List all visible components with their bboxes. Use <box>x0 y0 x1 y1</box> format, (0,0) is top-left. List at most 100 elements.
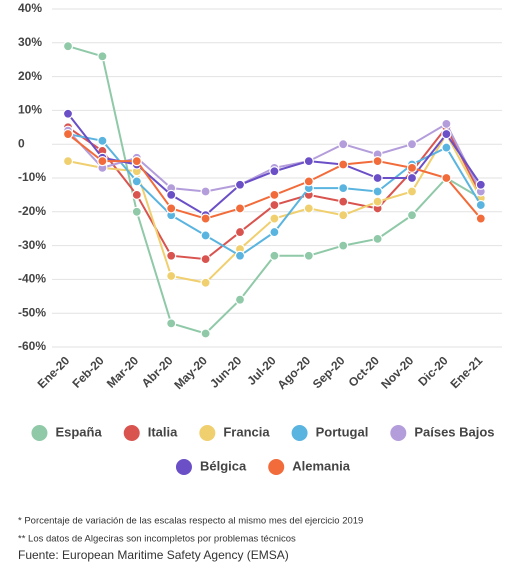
data-point <box>234 203 246 214</box>
note: ** Los datos de Algeciras son incompleto… <box>18 534 296 545</box>
data-point <box>441 142 452 153</box>
legend-label: Portugal <box>316 424 369 439</box>
data-point <box>303 156 314 167</box>
data-point <box>200 277 211 288</box>
x-tick-label: Mar-20 <box>104 353 141 390</box>
data-point <box>97 51 108 62</box>
legend-label: Bélgica <box>200 458 247 473</box>
legend-label: Alemania <box>292 458 351 473</box>
data-point <box>166 270 177 282</box>
data-point <box>200 254 211 265</box>
data-point <box>338 159 349 170</box>
legend-marker <box>31 425 48 441</box>
data-point <box>338 139 349 150</box>
legend-marker <box>291 425 308 441</box>
data-point <box>406 162 418 173</box>
data-point <box>131 206 142 217</box>
y-tick-label: 0 <box>18 136 25 150</box>
legend-label: Países Bajos <box>414 424 494 439</box>
legend-marker <box>268 459 285 475</box>
data-point <box>303 176 314 187</box>
data-point <box>338 183 349 194</box>
data-point <box>166 203 177 214</box>
data-point <box>303 250 314 261</box>
data-point <box>406 172 418 184</box>
data-point <box>406 139 418 150</box>
x-tick-label: Nov-20 <box>378 353 416 391</box>
data-point <box>234 226 246 238</box>
data-point <box>62 128 74 140</box>
note: * Porcentaje de variación de las escalas… <box>18 516 363 527</box>
data-point <box>166 250 177 261</box>
data-point <box>131 176 142 187</box>
data-point <box>475 179 486 190</box>
data-point <box>441 128 452 140</box>
y-tick-label: 40% <box>18 1 42 15</box>
legend-label: España <box>55 424 102 439</box>
y-tick-label: -60% <box>18 339 46 353</box>
legend-row: Bélgica Alemania <box>175 458 351 475</box>
data-point <box>269 199 280 211</box>
legend-row: España Italia Francia Portugal Países Bajos <box>31 424 495 441</box>
data-point <box>372 196 383 207</box>
y-tick-label: -30% <box>18 238 46 252</box>
y-tick-label: 20% <box>18 69 42 83</box>
x-tick-label: Sep-20 <box>310 353 348 391</box>
legend-label: Italia <box>148 424 178 439</box>
legend-marker <box>123 425 140 441</box>
x-tick-label: Abr-20 <box>139 353 176 390</box>
data-point <box>131 189 142 200</box>
data-point <box>406 210 418 221</box>
legend-label: Francia <box>223 424 270 439</box>
data-point <box>269 166 280 177</box>
y-tick-label: 10% <box>18 103 42 117</box>
data-point <box>372 186 383 197</box>
data-point <box>475 213 486 224</box>
x-tick-label: Jun-20 <box>207 353 244 390</box>
y-tick-label: -20% <box>18 204 46 218</box>
x-tick-label: Ago-20 <box>275 353 314 392</box>
legend-marker <box>199 425 216 441</box>
y-tick-label: 30% <box>18 35 42 49</box>
x-tick-label: Dic-20 <box>415 353 451 389</box>
data-point <box>269 226 280 238</box>
data-point <box>234 294 246 305</box>
data-point <box>338 240 349 251</box>
data-point <box>269 189 280 200</box>
data-point <box>372 172 383 184</box>
data-point <box>200 213 211 224</box>
data-point <box>441 172 452 184</box>
data-point <box>406 186 418 197</box>
data-point <box>338 196 349 207</box>
data-point <box>62 41 74 52</box>
data-point <box>97 156 108 167</box>
data-point <box>372 156 383 167</box>
y-tick-label: -10% <box>18 170 46 184</box>
data-point <box>131 156 142 167</box>
data-point <box>303 203 314 214</box>
data-point <box>269 250 280 261</box>
source: Fuente: European Maritime Safety Agency … <box>18 548 289 562</box>
data-point <box>475 199 486 211</box>
legend-marker <box>175 459 192 475</box>
data-point <box>269 213 280 224</box>
data-point <box>62 156 74 167</box>
data-point <box>97 135 108 146</box>
x-tick-label: Oct-20 <box>346 353 383 390</box>
y-tick-label: -50% <box>18 305 46 319</box>
data-point <box>234 250 246 261</box>
data-point <box>441 118 452 130</box>
data-point <box>166 318 177 329</box>
data-point <box>200 328 211 339</box>
x-tick-label: Feb-20 <box>70 353 107 390</box>
x-tick-label: May-20 <box>171 353 210 392</box>
data-point <box>62 108 74 119</box>
y-tick-label: -40% <box>18 272 46 286</box>
data-point <box>200 230 211 241</box>
data-point <box>166 189 177 200</box>
data-point <box>200 186 211 197</box>
x-tick-label: Ene-21 <box>447 353 485 391</box>
data-point <box>372 233 383 244</box>
data-point <box>234 179 246 190</box>
